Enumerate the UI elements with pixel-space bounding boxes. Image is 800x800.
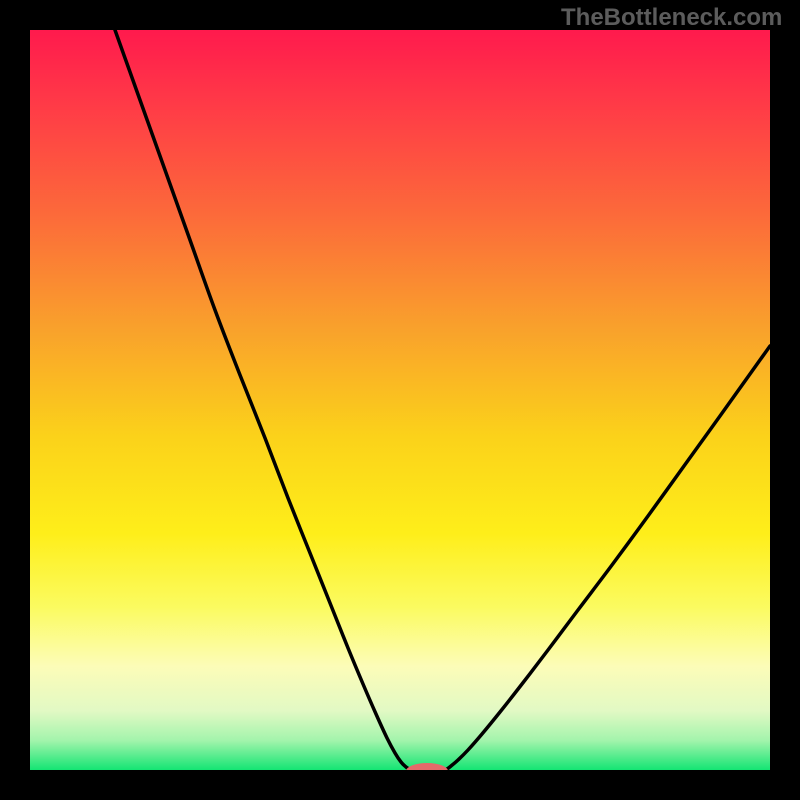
curve-right-branch	[444, 346, 770, 770]
plot-area	[30, 30, 770, 770]
curve-layer	[30, 30, 770, 770]
figure-root: TheBottleneck.com	[0, 0, 800, 800]
curve-left-branch	[115, 30, 411, 770]
watermark-text: TheBottleneck.com	[561, 4, 782, 32]
minimum-marker	[406, 763, 448, 770]
